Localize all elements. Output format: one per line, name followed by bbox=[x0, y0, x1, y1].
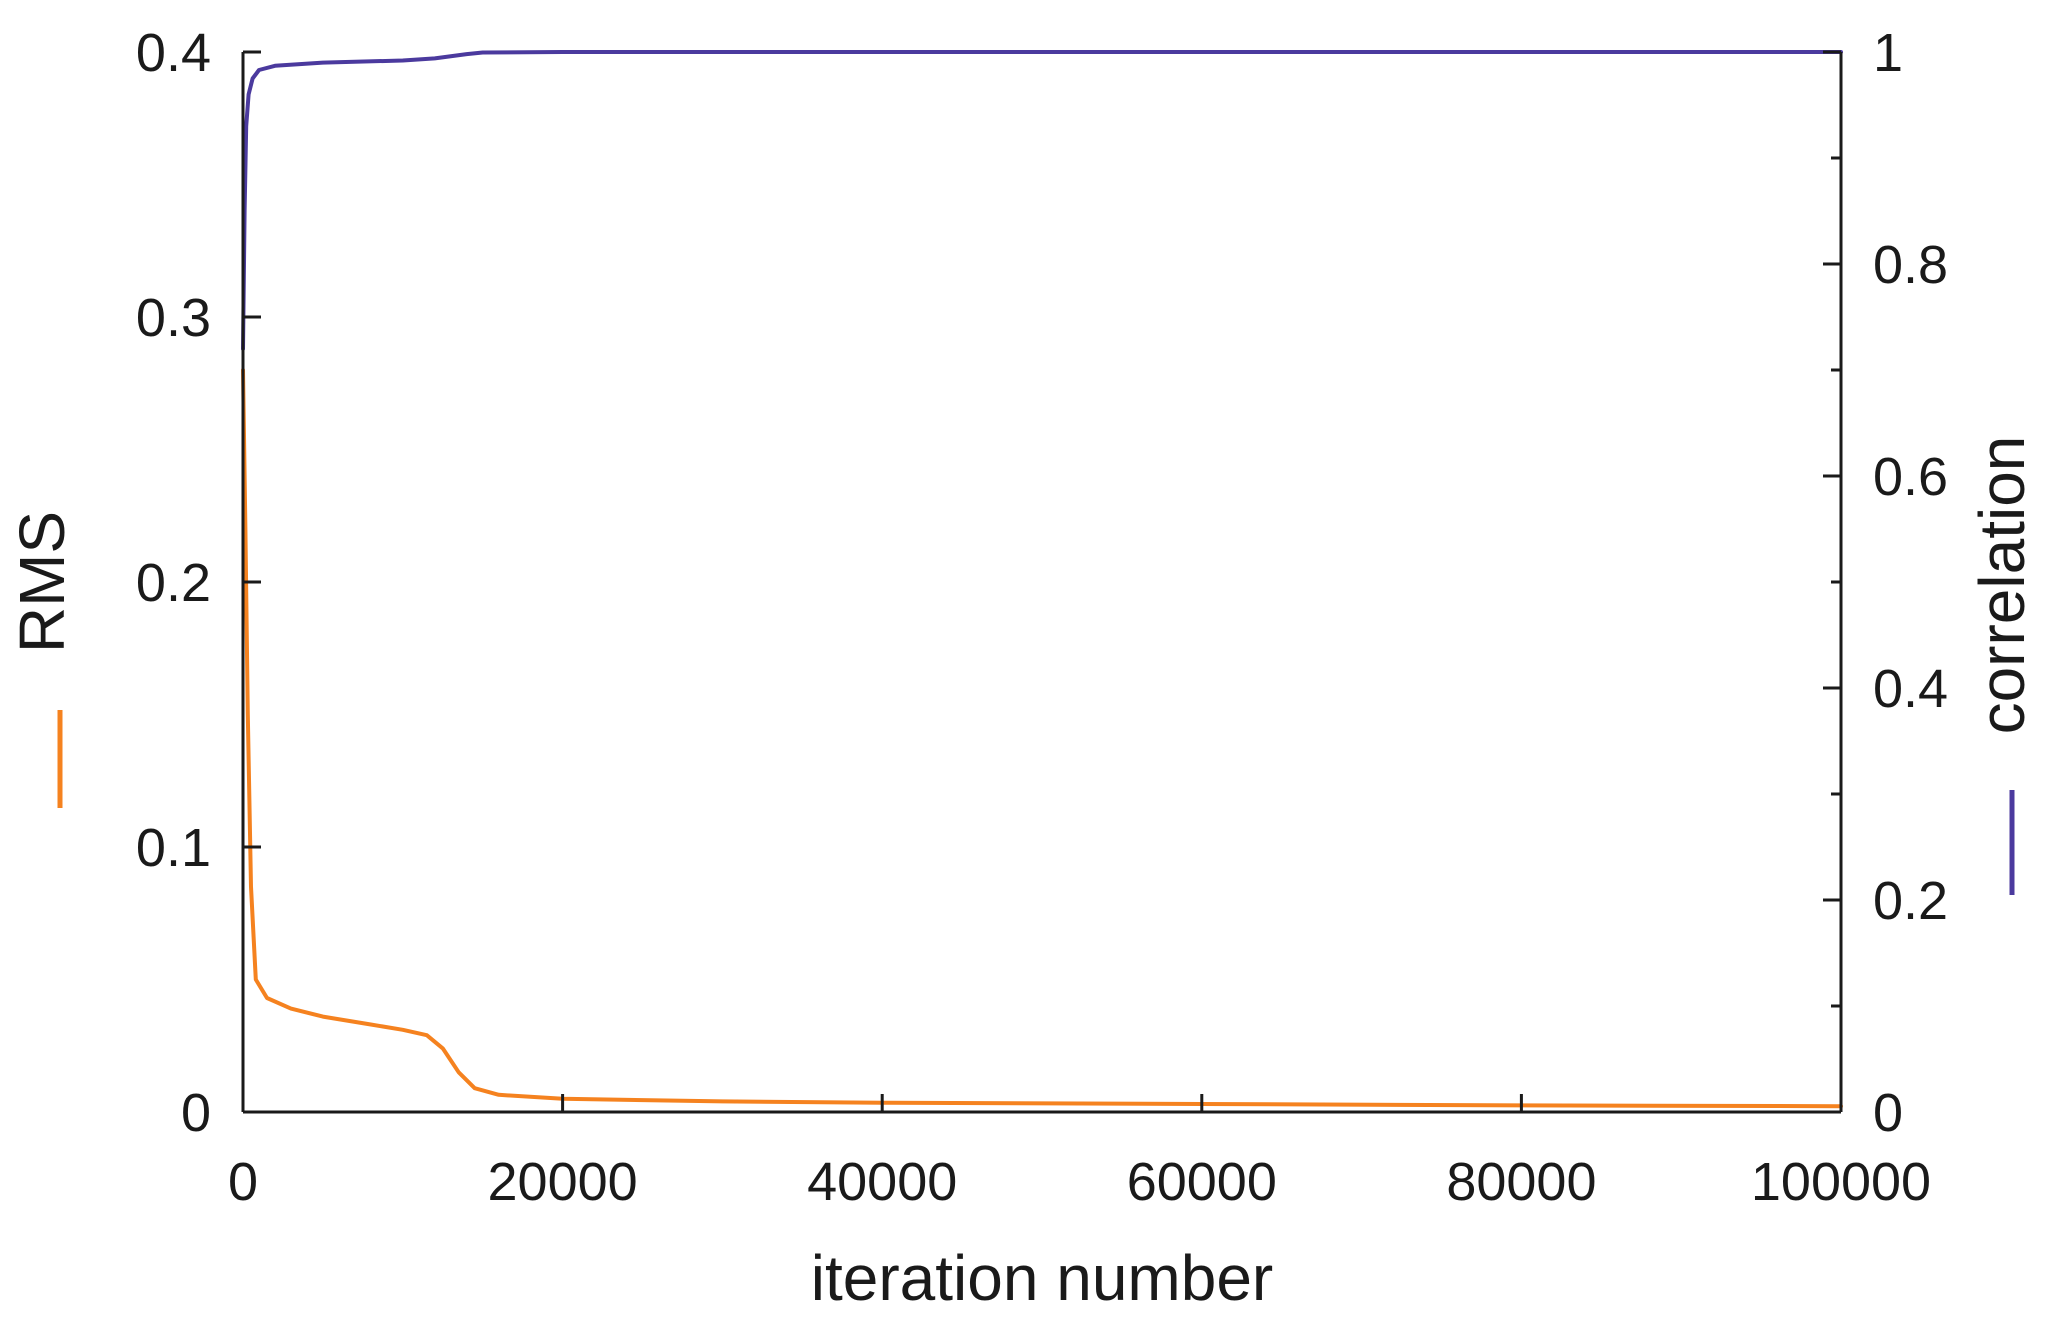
y-axis-title: RMS bbox=[6, 511, 78, 653]
y2-tick-label: 1 bbox=[1873, 23, 1903, 83]
y-tick-label: 0 bbox=[181, 1083, 211, 1143]
y-tick-label: 0.4 bbox=[136, 23, 211, 83]
y2-tick-label: 0 bbox=[1873, 1083, 1903, 1143]
axis-ticks bbox=[241, 50, 1843, 1114]
x-tick-label: 20000 bbox=[488, 1152, 638, 1212]
x-axis-title: iteration number bbox=[811, 1242, 1273, 1314]
x-tick-label: 80000 bbox=[1446, 1152, 1596, 1212]
plot-frame bbox=[241, 52, 1843, 1114]
rms-series-line bbox=[241, 368, 1843, 1109]
y2-tick-label: 0.4 bbox=[1873, 659, 1948, 719]
y2-tick-label: 0.8 bbox=[1873, 235, 1948, 295]
x-tick-label: 0 bbox=[228, 1152, 258, 1212]
y2-tick-label: 0.6 bbox=[1873, 447, 1948, 507]
correlation-series-line bbox=[241, 50, 1843, 351]
x-tick-label: 40000 bbox=[807, 1152, 957, 1212]
y-tick-label: 0.3 bbox=[136, 288, 211, 348]
x-tick-label: 60000 bbox=[1127, 1152, 1277, 1212]
y2-axis-title: correlation bbox=[1966, 436, 2038, 735]
y-tick-label: 0.2 bbox=[136, 553, 211, 613]
plot-marks bbox=[241, 50, 1843, 1109]
x-tick-label: 100000 bbox=[1751, 1152, 1931, 1212]
y2-tick-label: 0.2 bbox=[1873, 871, 1948, 931]
y-tick-label: 0.1 bbox=[136, 818, 211, 878]
axis-labels: 0 20000 40000 60000 80000 100000 0 0.1 0.2 0.3 0.4… bbox=[6, 23, 2038, 1314]
